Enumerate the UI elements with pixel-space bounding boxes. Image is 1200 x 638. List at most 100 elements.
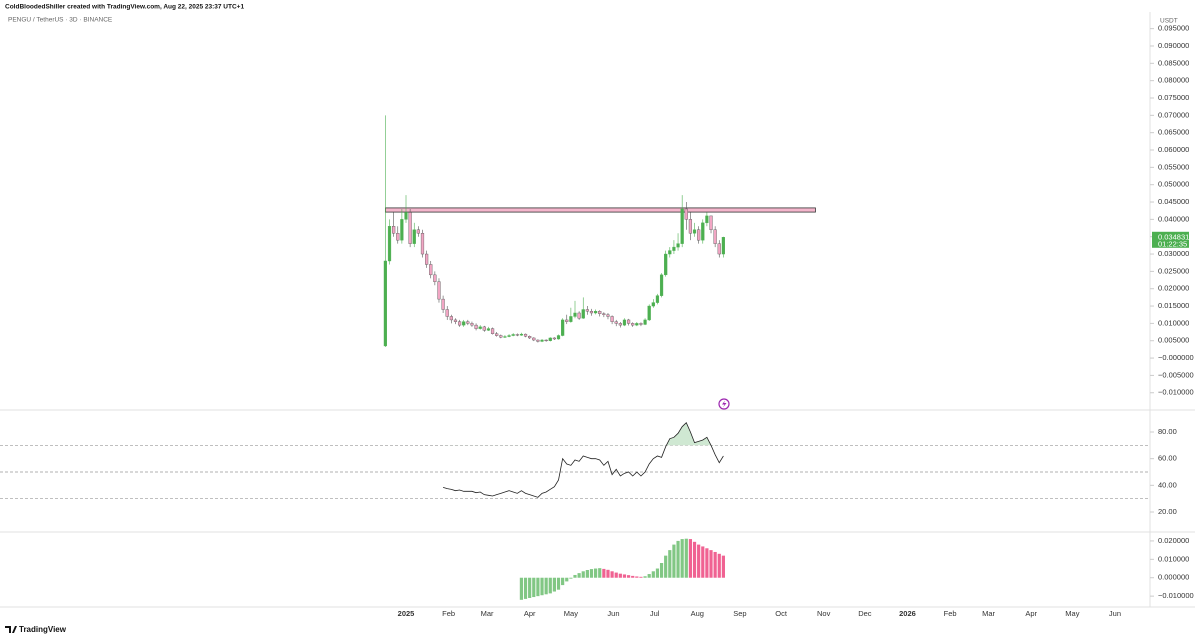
y-tick-label: 0.015000 (1158, 301, 1189, 310)
y-tick-label: 0.025000 (1158, 266, 1189, 275)
y-tick-label: 60.00 (1158, 454, 1177, 463)
x-tick-label: Oct (775, 609, 788, 618)
y-tick-label: 20.00 (1158, 507, 1177, 516)
y-tick-label: 0.020000 (1158, 536, 1189, 545)
histogram-bar (622, 574, 627, 578)
candle-body (507, 335, 511, 337)
candle-body (668, 250, 672, 255)
histogram-bar (536, 577, 540, 597)
candle-body (556, 335, 561, 340)
y-tick-label: 0.060000 (1158, 145, 1189, 154)
candle-body (544, 339, 548, 342)
histogram-bar (672, 544, 676, 578)
x-tick-label: Dec (858, 609, 872, 618)
candle-body (618, 323, 622, 326)
candle-body (647, 305, 651, 321)
candle-body (709, 215, 713, 230)
candle-body (482, 326, 486, 331)
histogram-bar (581, 571, 585, 578)
histogram-bar (684, 538, 688, 578)
logo: TradingView (5, 625, 67, 634)
candle-body (511, 334, 515, 336)
candle-body (598, 311, 602, 314)
histogram-bar (701, 546, 705, 578)
candle-body (713, 229, 717, 244)
histogram-bar (676, 540, 680, 578)
x-tick-label: Jun (607, 609, 619, 618)
candle-body (552, 337, 556, 340)
candle-body (680, 208, 684, 244)
candle-body (610, 316, 614, 322)
candle-body (449, 316, 453, 321)
candle-body (453, 319, 458, 322)
y-tick-label: 0.090000 (1158, 41, 1189, 50)
candle-body (721, 237, 725, 255)
histogram-bar (626, 575, 631, 578)
candle-body (569, 316, 573, 322)
candle-body (528, 336, 532, 339)
countdown-label: 01:22:35 (1158, 239, 1187, 248)
histogram-bar (647, 574, 651, 578)
footer: TradingView (19, 625, 67, 634)
candle-body (441, 298, 445, 310)
candle-body (688, 219, 693, 234)
candle-body (466, 321, 470, 324)
candle-body (577, 312, 581, 319)
histogram-bar (548, 577, 552, 594)
histogram-bar (540, 577, 544, 596)
x-tick-label: 2025 (398, 609, 415, 618)
candle-body (672, 246, 676, 251)
y-tick-label: 0.050000 (1158, 180, 1189, 189)
histogram-bar (523, 577, 528, 599)
y-tick-label: 0.095000 (1158, 24, 1189, 33)
candle-body (697, 229, 701, 241)
candle-body (425, 253, 429, 265)
candle-body (594, 311, 598, 314)
candle-body (515, 334, 519, 336)
candle-body (474, 324, 478, 329)
histogram-bar (664, 555, 668, 578)
candle-body (705, 215, 709, 224)
candle-body (523, 333, 528, 337)
event-icon (718, 398, 730, 410)
candle-body (692, 229, 697, 234)
histogram-bar (594, 568, 598, 578)
candle-body (400, 219, 404, 241)
y-tick-label: 0.040000 (1158, 214, 1189, 223)
candle-body (659, 274, 664, 296)
x-tick-label: Jun (1109, 609, 1121, 618)
candle-body (631, 323, 635, 326)
candle-body (412, 229, 416, 244)
histogram-bar (705, 548, 709, 578)
candle-body (602, 313, 606, 315)
histogram-bar (659, 563, 664, 578)
x-tick-label: Sep (733, 609, 746, 618)
candle-body (573, 312, 577, 317)
y-tick-label: 0.075000 (1158, 93, 1189, 102)
chart-title: PENGU / TetherUS · 3D · BINANCE (8, 17, 113, 24)
histogram-bar (713, 551, 717, 578)
x-tick-label: Apr (1025, 609, 1037, 618)
candle-body (606, 314, 610, 317)
candle-body (643, 319, 647, 325)
candle-body (701, 222, 705, 241)
x-tick-label: Jul (650, 609, 660, 618)
histogram-bar (610, 571, 614, 578)
histogram-bar (643, 576, 647, 578)
y-tick-label: 0.085000 (1158, 58, 1189, 67)
histogram-bar (639, 576, 643, 578)
histogram-bar (565, 577, 569, 582)
histogram-bar (606, 569, 610, 578)
y-tick-label: −0.010000 (1158, 388, 1194, 397)
x-tick-label: Feb (442, 609, 455, 618)
y-axis-label: USDT (1160, 18, 1178, 25)
candle-body (503, 336, 507, 338)
rsi-line (442, 421, 724, 498)
histogram-bar (635, 576, 639, 578)
candle-body (639, 323, 643, 325)
candle-body (626, 319, 631, 324)
x-tick-label: Mar (982, 609, 995, 618)
candle-body (565, 319, 569, 322)
y-tick-label: 0.010000 (1158, 554, 1189, 563)
y-tick-label: 0.080000 (1158, 76, 1189, 85)
